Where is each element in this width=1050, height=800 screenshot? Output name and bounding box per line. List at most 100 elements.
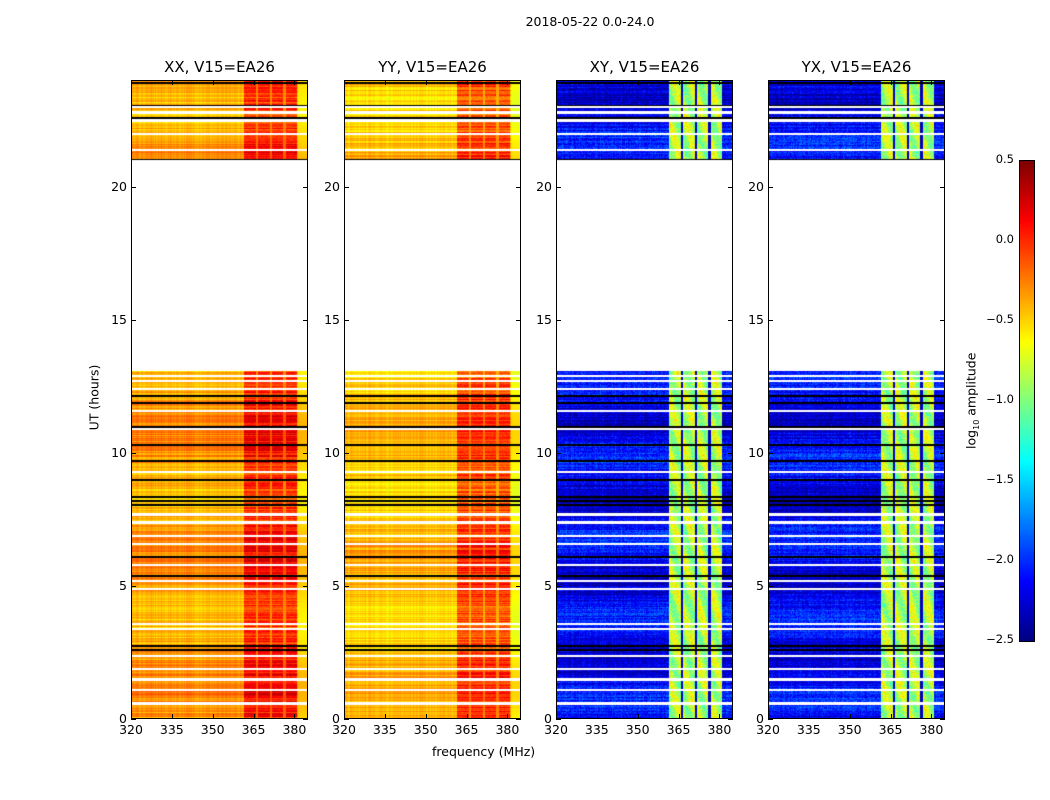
x-tick-label: 335 <box>372 722 397 737</box>
x-tick-mark <box>849 714 851 719</box>
y-tick-mark <box>728 452 733 454</box>
x-tick-mark <box>466 714 468 719</box>
y-tick-mark <box>131 186 136 188</box>
y-tick-mark <box>303 585 308 587</box>
x-tick-label: 365 <box>241 722 266 737</box>
y-tick-mark <box>768 585 773 587</box>
y-tick-mark <box>556 585 561 587</box>
y-tick-mark <box>556 719 561 720</box>
y-tick-label: 20 <box>324 178 340 194</box>
y-tick-mark <box>303 186 308 188</box>
y-tick-label: 20 <box>536 178 552 194</box>
heatmap-panel-xx: XX, V15=EA26 320 335 350 365 380 0 5 10 15 20 <box>111 58 308 737</box>
y-tick-label: 5 <box>332 577 340 593</box>
x-tick-label: 365 <box>454 722 479 737</box>
colorbar-label-suffix: amplitude <box>963 352 979 420</box>
y-tick-mark <box>728 319 733 321</box>
x-tick-mark <box>678 80 680 85</box>
colorbar-label-sub: 10 <box>971 419 981 430</box>
heatmap-panel-xy: XY, V15=EA26 320 335 350 365 380 0 5 10 15 20 <box>536 58 733 737</box>
x-tick-mark <box>768 714 769 719</box>
x-tick-label: 335 <box>584 722 609 737</box>
y-tick-label: 0 <box>756 711 764 726</box>
x-tick-mark <box>556 714 557 719</box>
y-tick-label: 20 <box>111 178 127 194</box>
colorbar-tick-label: −1.0 <box>986 392 1014 406</box>
x-tick-mark <box>890 714 892 719</box>
y-tick-mark <box>728 585 733 587</box>
x-tick-mark <box>425 714 427 719</box>
y-tick-mark <box>516 585 521 587</box>
x-tick-mark <box>596 80 598 85</box>
y-tick-label: 20 <box>748 178 764 194</box>
y-tick-mark <box>768 452 773 454</box>
x-tick-mark <box>931 80 933 85</box>
x-tick-mark <box>678 714 680 719</box>
y-tick-label: 5 <box>119 577 127 593</box>
y-tick-label: 5 <box>756 577 764 593</box>
x-tick-mark <box>768 80 769 85</box>
y-tick-label: 10 <box>536 444 552 460</box>
y-tick-mark <box>728 186 733 188</box>
heatmap-image <box>131 80 308 719</box>
y-tick-mark <box>556 452 561 454</box>
colorbar-tick-label: 0.5 <box>995 152 1014 166</box>
y-tick-mark <box>303 319 308 321</box>
colorbar-tick-label: −0.5 <box>986 312 1014 326</box>
x-tick-label: 320 <box>756 722 780 737</box>
y-tick-label: 5 <box>544 577 552 593</box>
x-tick-label: 365 <box>878 722 903 737</box>
x-tick-mark <box>466 80 468 85</box>
x-tick-label: 380 <box>495 722 520 737</box>
x-tick-mark <box>131 80 132 85</box>
y-tick-label: 15 <box>324 311 340 327</box>
y-tick-mark <box>131 585 136 587</box>
x-tick-label: 335 <box>796 722 821 737</box>
y-tick-mark <box>768 319 773 321</box>
y-tick-label: 15 <box>536 311 552 327</box>
x-tick-mark <box>637 80 639 85</box>
x-tick-mark <box>212 714 214 719</box>
x-tick-mark <box>719 80 721 85</box>
colorbar-label: log10 amplitude <box>963 341 981 461</box>
x-tick-label: 350 <box>200 722 225 737</box>
x-tick-mark <box>890 80 892 85</box>
y-tick-mark <box>768 186 773 188</box>
y-tick-mark <box>303 452 308 454</box>
y-tick-mark <box>768 719 773 720</box>
x-tick-label: 335 <box>159 722 184 737</box>
x-tick-mark <box>131 714 132 719</box>
colorbar-label-prefix: log <box>963 429 979 449</box>
y-tick-mark <box>516 719 521 720</box>
x-tick-label: 320 <box>119 722 143 737</box>
x-tick-mark <box>637 714 639 719</box>
x-tick-mark <box>344 80 345 85</box>
x-tick-label: 320 <box>544 722 568 737</box>
x-tick-mark <box>507 80 509 85</box>
x-tick-mark <box>808 80 810 85</box>
y-tick-mark <box>516 319 521 321</box>
y-tick-label: 0 <box>332 711 340 726</box>
x-tick-mark <box>507 714 509 719</box>
y-tick-mark <box>303 719 308 720</box>
colorbar-tick-label: −2.5 <box>986 632 1014 646</box>
y-tick-mark <box>344 186 349 188</box>
colorbar <box>1019 160 1035 642</box>
x-tick-mark <box>294 714 296 719</box>
x-tick-label: 350 <box>837 722 862 737</box>
y-tick-mark <box>940 585 945 587</box>
y-axis-label: UT (hours) <box>86 364 102 431</box>
x-tick-mark <box>596 714 598 719</box>
x-tick-mark <box>931 714 933 719</box>
x-tick-mark <box>171 714 173 719</box>
panel-title: XX, V15=EA26 <box>164 58 275 76</box>
panel-title: YY, V15=EA26 <box>378 58 487 76</box>
y-tick-mark <box>728 719 733 720</box>
x-tick-label: 380 <box>919 722 944 737</box>
heatmap-panel-yy: YY, V15=EA26 320 335 350 365 380 0 5 10 15 20 <box>324 58 521 737</box>
x-tick-mark <box>212 80 214 85</box>
x-tick-mark <box>425 80 427 85</box>
heatmap-image <box>344 80 521 719</box>
x-tick-label: 365 <box>666 722 691 737</box>
x-tick-mark <box>294 80 296 85</box>
